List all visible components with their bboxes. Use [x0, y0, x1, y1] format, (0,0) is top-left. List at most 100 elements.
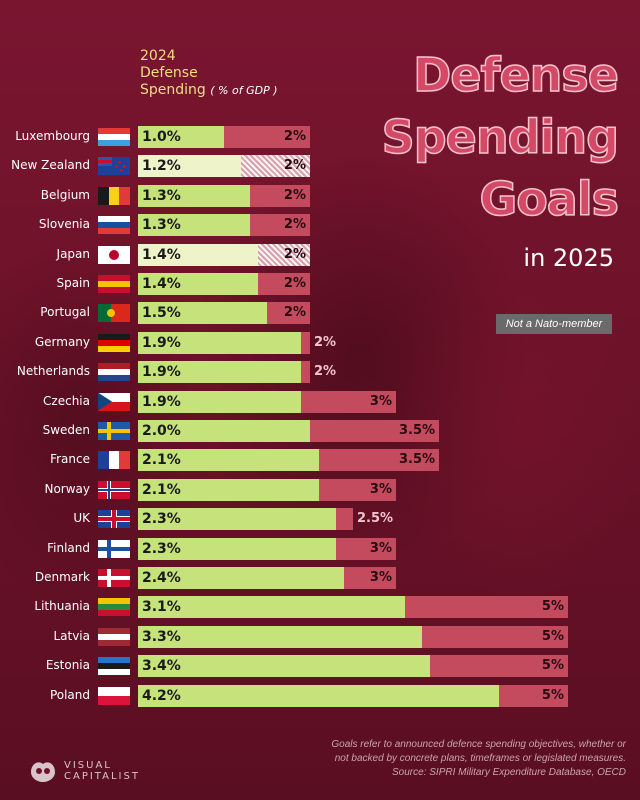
current-bar-belgium	[138, 184, 250, 207]
goal-label-lithuania: 5%	[541, 599, 564, 615]
goal-label-france: 3.5%	[399, 452, 436, 468]
current-bar-norway	[138, 478, 319, 501]
current-bar-japan	[138, 243, 259, 266]
flag-part	[98, 222, 130, 229]
flag-part	[98, 186, 109, 205]
goal-label-slovenia: 2%	[283, 217, 306, 233]
header-label: 2024 Defense Spending ( % of GDP )	[140, 48, 278, 99]
flag-japan-icon	[98, 245, 130, 264]
title-line-2: Spending	[381, 109, 620, 165]
chart-subtitle: in 2025	[523, 244, 614, 272]
country-label-denmark: Denmark	[34, 570, 90, 584]
current-bar-new-zealand	[138, 155, 242, 178]
country-label-spain: Spain	[56, 276, 90, 290]
current-label-sweden: 2.0%	[142, 423, 181, 439]
current-label-denmark: 2.4%	[142, 570, 181, 586]
header-label-line-3: Spending ( % of GDP )	[140, 82, 278, 98]
flag-part	[98, 392, 130, 402]
country-label-lithuania: Lithuania	[34, 599, 90, 614]
flag-part	[98, 287, 130, 293]
flag-czechia-icon	[98, 392, 130, 411]
current-label-netherlands: 1.9%	[142, 364, 181, 381]
country-label-japan: Japan	[56, 246, 90, 261]
flag-estonia-icon	[98, 657, 130, 676]
current-bar-finland	[138, 537, 336, 560]
flag-part	[98, 228, 130, 235]
country-label-belgium: Belgium	[40, 187, 90, 202]
flag-part	[109, 249, 119, 260]
flag-part	[98, 686, 130, 696]
flag-part	[98, 576, 130, 580]
country-label-poland: Poland	[49, 687, 90, 702]
flag-part	[98, 375, 130, 382]
current-bar-uk	[138, 508, 336, 531]
current-bar-lithuania	[138, 596, 405, 619]
country-label-norway: Norway	[44, 481, 90, 496]
brand-text: VISUAL CAPITALIST	[64, 760, 140, 782]
country-label-netherlands: Netherlands	[16, 364, 90, 379]
goal-label-latvia: 5%	[541, 628, 564, 644]
current-label-new-zealand: 1.2%	[142, 158, 181, 175]
current-bar-spain	[138, 273, 259, 295]
current-bar-portugal	[138, 302, 267, 325]
flag-luxembourg-icon	[98, 128, 130, 146]
flag-finland-icon	[98, 539, 130, 558]
flag-part	[98, 275, 130, 282]
current-label-estonia: 3.4%	[142, 658, 181, 675]
flag-germany-icon	[98, 333, 130, 352]
flag-part	[108, 480, 110, 499]
flag-part	[123, 165, 126, 169]
flag-part	[98, 610, 130, 617]
flag-part	[107, 539, 111, 558]
country-label-portugal: Portugal	[40, 305, 90, 320]
flag-part	[98, 633, 130, 640]
country-label-slovenia: Slovenia	[38, 217, 90, 232]
flag-denmark-icon	[98, 569, 130, 587]
flag-norway-icon	[98, 480, 130, 499]
goal-label-finland: 3%	[369, 540, 392, 556]
goal-label-estonia: 5%	[541, 658, 564, 674]
flag-part	[98, 451, 109, 470]
flag-part	[98, 429, 130, 433]
flag-part	[110, 304, 130, 323]
current-label-latvia: 3.3%	[142, 628, 181, 645]
flag-part	[98, 695, 130, 705]
flag-part	[119, 451, 130, 470]
flag-part	[98, 598, 130, 605]
flag-part	[98, 488, 130, 491]
flag-part	[98, 345, 130, 352]
goal-label-denmark: 3%	[369, 570, 392, 585]
goal-label-germany: 2%	[314, 334, 337, 350]
flag-latvia-icon	[98, 627, 130, 646]
flag-part	[108, 186, 120, 205]
current-label-slovenia: 1.3%	[142, 217, 181, 234]
flag-portugal-icon	[98, 304, 130, 323]
country-label-uk: UK	[73, 511, 90, 526]
flag-part	[98, 369, 130, 376]
chart-title: Defense Spending Goals	[381, 44, 620, 230]
goal-label-new-zealand: 2%	[283, 158, 306, 174]
flag-part	[98, 134, 130, 141]
flag-part	[98, 333, 130, 340]
flag-netherlands-icon	[98, 363, 130, 382]
goal-label-uk: 2.5%	[357, 511, 394, 527]
current-label-germany: 1.9%	[142, 334, 181, 351]
flag-part	[98, 639, 130, 646]
flag-part	[119, 186, 130, 205]
flag-poland-icon	[98, 686, 130, 705]
current-bar-france	[138, 449, 319, 472]
header-label-line-1: 2024	[140, 48, 176, 64]
footnote: Goals refer to announced defence spendin…	[206, 738, 626, 780]
header-label-line-2: Defense	[140, 65, 198, 81]
current-label-czechia: 1.9%	[142, 393, 181, 410]
country-label-estonia: Estonia	[45, 658, 90, 673]
goal-label-portugal: 2%	[283, 305, 306, 321]
current-bar-czechia	[138, 390, 302, 413]
current-bar-sweden	[138, 420, 310, 442]
flag-uk-icon	[98, 510, 130, 529]
current-label-finland: 2.3%	[142, 540, 181, 557]
current-label-poland: 4.2%	[142, 687, 181, 704]
flag-part	[107, 309, 115, 318]
current-bar-luxembourg	[138, 126, 224, 148]
country-label-new-zealand: New Zealand	[11, 158, 90, 173]
